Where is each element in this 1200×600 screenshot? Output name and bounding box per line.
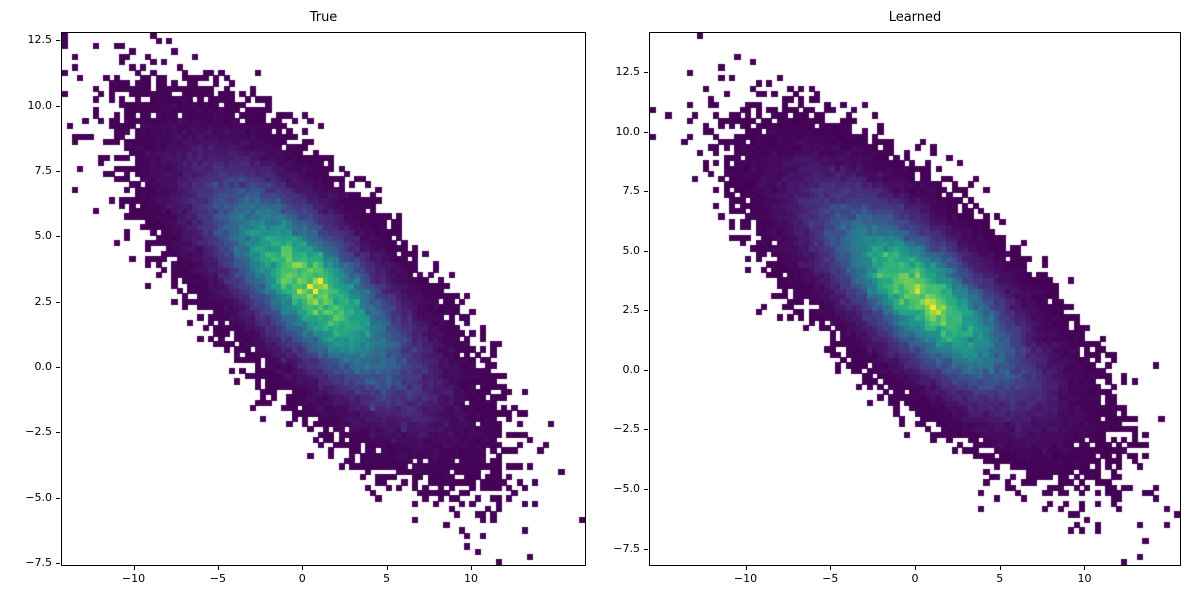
y-tick-label: −5.0 [25, 490, 52, 504]
y-tick-label: 5.0 [622, 243, 641, 257]
x-tick-label: 5 [383, 572, 391, 585]
y-tick-label: 12.5 [615, 65, 641, 79]
y-tick-mark [644, 72, 648, 74]
y-tick-label: 2.5 [34, 294, 53, 308]
y-tick-label: −2.5 [25, 425, 52, 439]
x-tick-mark [217, 566, 219, 570]
y-tick-label: 7.5 [622, 184, 641, 198]
y-tick-label: 7.5 [34, 164, 53, 178]
y-tick-mark [56, 562, 60, 564]
y-tick-label: 0.0 [34, 360, 53, 373]
y-tick-mark [56, 432, 60, 434]
y-tick-mark [644, 369, 648, 371]
y-tick-mark [56, 301, 60, 303]
y-tick-mark [56, 105, 60, 107]
x-tick-label: −10 [121, 572, 146, 585]
x-tick-mark [914, 566, 916, 570]
y-tick-label: 10.0 [615, 124, 641, 138]
x-tick-label: 10 [464, 572, 479, 585]
y-tick-mark [644, 548, 648, 550]
y-tick-label: 12.5 [27, 33, 53, 47]
x-tick-mark [999, 566, 1001, 570]
subplot-true: True −10 −5 0 5 10 −7.5 −5.0 −2.5 0.0 2.5 5.0 7.5 10… [25, 10, 586, 585]
y-tick-label: 5.0 [34, 229, 53, 243]
y-tick-mark [56, 171, 60, 173]
plot-title-true: True [309, 10, 338, 25]
y-tick-mark [644, 310, 648, 312]
x-tick-label: 0 [298, 572, 306, 585]
y-tick-mark [56, 236, 60, 238]
y-tick-mark [644, 489, 648, 491]
hist2d-canvas-learned [650, 33, 1180, 565]
y-tick-label: 2.5 [622, 303, 641, 317]
x-tick-label: −5 [209, 572, 226, 585]
y-tick-label: −5.0 [613, 482, 640, 496]
y-tick-mark [644, 250, 648, 252]
y-tick-mark [56, 497, 60, 499]
y-tick-mark [644, 131, 648, 133]
x-tick-mark [302, 566, 304, 570]
x-tick-mark [386, 566, 388, 570]
y-tick-label: −7.5 [25, 555, 52, 569]
x-tick-mark [745, 566, 747, 570]
y-tick-label: −7.5 [613, 541, 640, 555]
x-tick-label: −10 [733, 572, 758, 585]
y-tick-label: −2.5 [613, 422, 640, 436]
subplot-learned: Learned −10 −5 0 5 10 −7.5 −5.0 −2.5 0.0 2.5 5.0 7.… [600, 0, 1200, 600]
y-tick-mark [644, 191, 648, 193]
plot-area-true [61, 32, 586, 566]
plot-area-learned [649, 32, 1181, 566]
plot-title-learned: Learned [888, 10, 942, 25]
x-tick-mark [1084, 566, 1086, 570]
hist2d-canvas-true [62, 33, 585, 565]
x-tick-label: −5 [822, 572, 839, 585]
x-tick-mark [471, 566, 473, 570]
x-tick-label: 0 [911, 572, 919, 585]
x-tick-mark [830, 566, 832, 570]
y-tick-mark [56, 40, 60, 42]
y-tick-mark [644, 429, 648, 431]
y-tick-mark [56, 367, 60, 368]
x-tick-mark [133, 566, 135, 570]
y-tick-label: 10.0 [27, 98, 53, 112]
x-tick-label: 5 [996, 572, 1004, 585]
y-tick-label: 0.0 [622, 362, 641, 376]
x-tick-label: 10 [1077, 572, 1092, 585]
